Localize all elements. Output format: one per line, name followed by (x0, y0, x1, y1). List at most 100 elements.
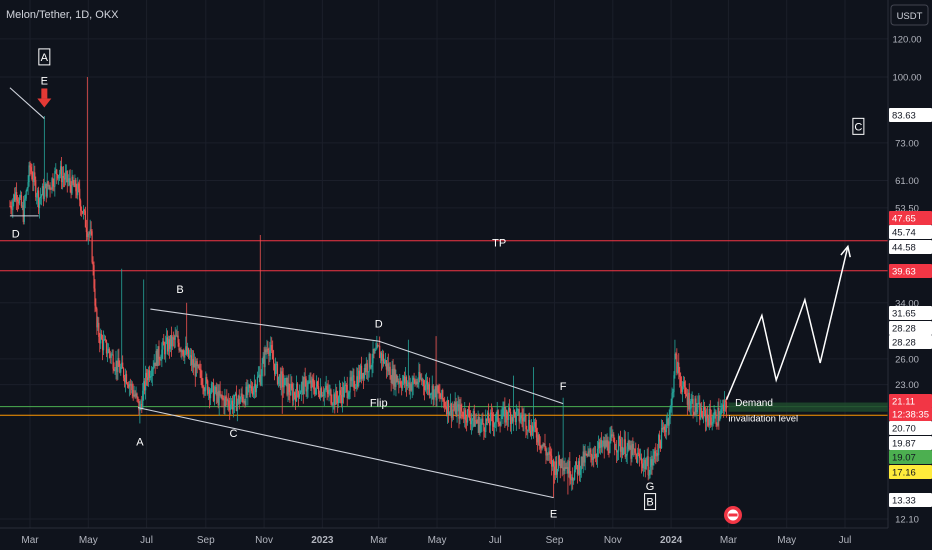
candle-body (214, 386, 216, 393)
candle-body (163, 341, 165, 346)
candle-body (116, 360, 118, 372)
candle-body (435, 386, 437, 401)
candle-body (702, 416, 704, 419)
candle-body (563, 467, 565, 471)
candle-body (610, 434, 612, 438)
candle-body (587, 451, 589, 456)
candle-body (291, 383, 293, 389)
candle-body (296, 383, 299, 392)
candle-body (595, 456, 598, 458)
candle-body (30, 167, 32, 172)
candle-body (433, 389, 435, 400)
candle-body (572, 477, 574, 481)
price-tag-bg (889, 394, 932, 408)
candle-body (100, 334, 102, 344)
candle-body (660, 427, 663, 449)
candle-body (648, 475, 650, 476)
currency-button[interactable] (890, 4, 929, 26)
candle-body (665, 424, 667, 433)
candle-body (686, 396, 688, 405)
candle-body (559, 464, 561, 469)
candle-body (466, 409, 469, 423)
candle-body (392, 369, 394, 386)
candle-body (383, 361, 386, 364)
candle-body (458, 404, 460, 419)
trendlines-layer (9, 87, 564, 499)
candle-body (88, 233, 90, 235)
candle-body (667, 418, 669, 426)
candle-body (262, 356, 264, 364)
candle-body (662, 426, 665, 430)
candle-body (208, 389, 210, 394)
candle-body (89, 229, 91, 234)
candle-body (575, 461, 578, 466)
candle-body (605, 440, 607, 447)
candle-body (600, 440, 602, 448)
x-tick-label: Mar (21, 535, 39, 546)
candle-body (624, 439, 626, 457)
candle-body (502, 408, 504, 416)
candle-body (672, 392, 674, 394)
candle-body (408, 382, 410, 391)
candle-body (212, 382, 215, 401)
candle-body (144, 381, 146, 391)
candle-body (694, 398, 696, 415)
candle-body (87, 233, 89, 237)
annotation-box (852, 117, 865, 135)
candle-body (677, 362, 679, 373)
candle-body (42, 186, 44, 199)
annotation-label: B (646, 497, 653, 509)
candle-body (596, 448, 599, 458)
candle-body (706, 414, 709, 419)
candle-body (110, 354, 112, 358)
candle-body (62, 175, 65, 178)
tradingview-logo-icon[interactable] (724, 506, 742, 524)
candle-body (511, 417, 514, 422)
candle-body (224, 396, 226, 408)
candle-body (521, 415, 523, 419)
candle-body (103, 339, 106, 341)
candle-body (194, 363, 196, 377)
annotation-label: E (550, 508, 557, 520)
candle-body (169, 335, 172, 349)
candle-body (80, 210, 83, 212)
candle-body (259, 374, 261, 385)
candle-body (308, 382, 310, 384)
candle-body (498, 422, 500, 424)
candle-body (542, 444, 544, 446)
candle-body (558, 455, 560, 465)
candle-body (570, 478, 572, 481)
candle-body (504, 406, 506, 423)
candle-body (595, 454, 597, 457)
candle-body (82, 209, 85, 214)
candle-body (468, 410, 471, 419)
candle-body (670, 405, 672, 408)
candle-body (132, 389, 134, 397)
candle-body (703, 406, 706, 411)
candle-body (22, 205, 24, 222)
candle-body (414, 379, 416, 384)
candle-body (321, 395, 323, 397)
candle-body (676, 354, 678, 373)
candle-body (594, 454, 596, 459)
candle-body (325, 385, 327, 390)
candle-body (627, 440, 629, 447)
annotation-label: invalidation level (728, 413, 798, 424)
candle-body (153, 362, 155, 368)
candle-body (119, 366, 121, 373)
candle-body (522, 418, 524, 422)
candle-body (599, 440, 602, 449)
candle-body (76, 191, 78, 196)
candle-body (555, 461, 558, 475)
candle-body (182, 350, 184, 355)
candle-body (207, 380, 209, 394)
candle-body (29, 165, 31, 168)
candle-body (699, 402, 701, 420)
candle-body (324, 389, 326, 391)
candle-body (637, 452, 639, 463)
candle-body (191, 359, 194, 366)
candle-body (118, 358, 120, 367)
time-axis[interactable]: Mar May Jul Sep Nov 2023 Mar May Jul Sep Nov 2024 Ma… (21, 535, 851, 546)
candle-body (517, 409, 519, 410)
